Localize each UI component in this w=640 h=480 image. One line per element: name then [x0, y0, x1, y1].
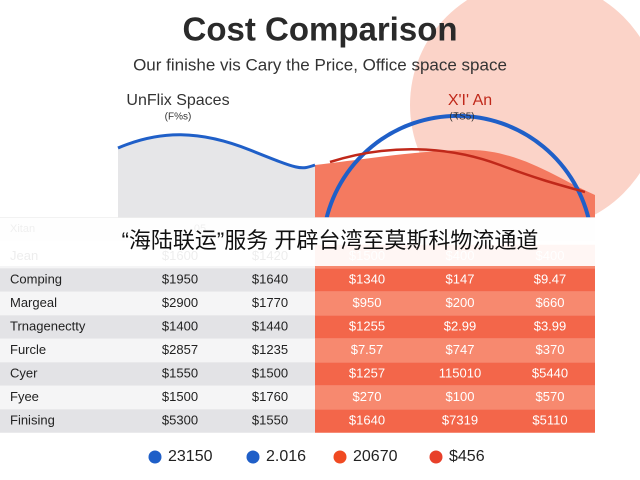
row-bg [0, 409, 315, 433]
row-label: Trnagenectty [10, 318, 86, 333]
cell: $100 [446, 389, 475, 404]
row-bg-red [315, 362, 595, 386]
cell: $1950 [162, 271, 198, 286]
legend-label: 20670 [353, 448, 398, 465]
legend-label: 23150 [168, 448, 213, 465]
row-bg [0, 268, 315, 292]
cell: $1760 [252, 389, 288, 404]
cell: $1500 [162, 389, 198, 404]
legend-label: 2.016 [266, 448, 306, 465]
row-bg-red [315, 338, 595, 363]
cell: $1550 [162, 365, 198, 380]
cell: $1640 [349, 412, 385, 427]
row-label: Cyer [10, 365, 38, 380]
cell: $9.47 [534, 271, 567, 286]
row-bg-red [315, 409, 595, 433]
row-label: Margeal [10, 295, 57, 310]
left-area [118, 134, 315, 240]
cell: $147 [446, 271, 475, 286]
cell: $747 [446, 342, 475, 357]
row-bg-red [315, 315, 595, 339]
legend-dot [333, 450, 347, 464]
cell: $270 [353, 389, 382, 404]
row-label: Finising [10, 412, 55, 427]
row-bg-red [315, 291, 595, 316]
left-label: UnFlix Spaces [126, 92, 229, 109]
cell: $2900 [162, 295, 198, 310]
cell: 115010 [439, 365, 481, 380]
row-bg-red [315, 268, 595, 292]
cell: $1550 [252, 412, 288, 427]
title: Cost Comparison [182, 11, 457, 48]
cell: $2.99 [444, 318, 477, 333]
cell: $1770 [252, 295, 288, 310]
row-bg [0, 315, 315, 339]
subtitle: Our finishe vis Cary the Price, Office s… [133, 55, 507, 74]
cell: $660 [536, 295, 565, 310]
cell: $3.99 [534, 318, 567, 333]
legend-dot [148, 450, 162, 464]
cell: $7.57 [351, 342, 384, 357]
right-label: X'I' An [448, 92, 492, 109]
legend-dot [246, 450, 260, 464]
cell: $570 [536, 389, 565, 404]
cell: $5110 [532, 412, 567, 427]
cell: $2857 [162, 342, 198, 357]
cell: $950 [353, 295, 382, 310]
red-curve [329, 147, 586, 194]
legend-dot [429, 450, 443, 464]
legend-label: $456 [449, 448, 485, 465]
caption: “海陆联运”服务 开辟台湾至莫斯科物流通道 [122, 228, 539, 253]
cell: $1255 [349, 318, 385, 333]
left-unit: (F%s) [165, 112, 192, 123]
blue-arc [323, 113, 592, 226]
cell: $200 [446, 295, 475, 310]
cell: $1440 [252, 318, 288, 333]
blue-curve [117, 133, 316, 170]
caption-band [0, 218, 640, 266]
right-unit: (₹S5) [449, 112, 474, 123]
row-label: Furcle [10, 342, 46, 357]
cell: $5440 [532, 365, 568, 380]
row-bg [0, 291, 315, 316]
row-bg [0, 362, 315, 386]
row-label: Fyee [10, 389, 39, 404]
cell: $1400 [162, 318, 198, 333]
row-bg [0, 338, 315, 363]
cell: $370 [536, 342, 565, 357]
cell: $7319 [442, 412, 478, 427]
row-label: Comping [10, 271, 62, 286]
row-bg [0, 385, 315, 410]
cell: $1235 [252, 342, 288, 357]
row-bg-red [315, 385, 595, 410]
cell: $1257 [349, 365, 385, 380]
cell: $1640 [252, 271, 288, 286]
cell: $5300 [162, 412, 198, 427]
cell: $1500 [252, 365, 288, 380]
cell: $1340 [349, 271, 385, 286]
